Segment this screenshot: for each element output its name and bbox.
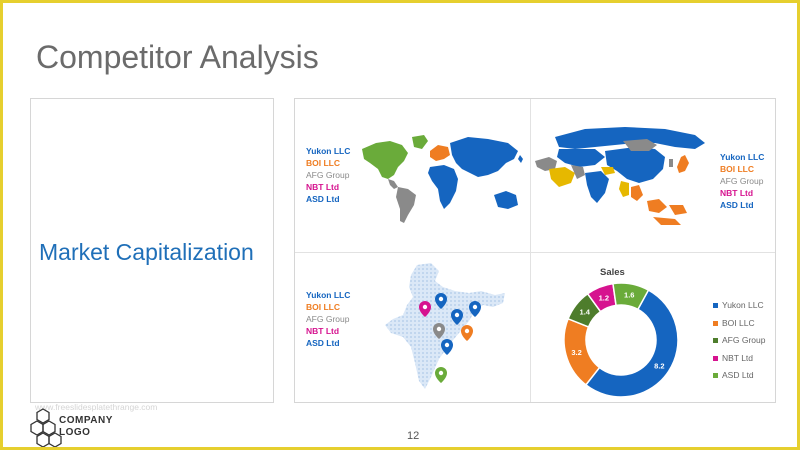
donut-legend-item: NBT Ltd bbox=[713, 350, 765, 368]
legend-asd: ASD Ltd bbox=[306, 194, 340, 204]
donut-label-2: 1.4 bbox=[580, 308, 591, 317]
map-pin-icon bbox=[441, 339, 453, 355]
donut-legend-item: BOI LLC bbox=[713, 315, 765, 333]
panel-divider-vertical bbox=[530, 99, 531, 402]
legend-nbt: NBT Ltd bbox=[720, 188, 754, 198]
world-map-legend: Yukon LLC BOI LLC AFG Group NBT Ltd ASD … bbox=[306, 145, 350, 205]
right-panel: Yukon LLC BOI LLC AFG Group NBT Ltd ASD … bbox=[294, 98, 776, 403]
panel-divider-horizontal bbox=[295, 252, 775, 253]
slide-title: Competitor Analysis bbox=[36, 39, 319, 75]
legend-afg: AFG Group bbox=[306, 170, 350, 180]
legend-label: NBT Ltd bbox=[722, 352, 754, 363]
logo-line-1: COMPANY bbox=[59, 415, 113, 426]
donut-legend-item: ASD Ltd bbox=[713, 367, 765, 385]
donut-label-3: 1.2 bbox=[599, 293, 609, 302]
legend-nbt: NBT Ltd bbox=[306, 182, 340, 192]
donut-label-4: 1.6 bbox=[624, 291, 634, 300]
legend-swatch bbox=[713, 373, 718, 379]
legend-boi: BOI LLC bbox=[306, 158, 340, 168]
legend-label: AFG Group bbox=[722, 335, 766, 345]
legend-swatch bbox=[713, 303, 718, 309]
map-pin-icon bbox=[419, 301, 431, 317]
donut-label-0: 8.2 bbox=[654, 361, 664, 370]
donut-slice-4 bbox=[612, 282, 650, 311]
map-pin-icon bbox=[461, 325, 473, 341]
sales-donut-chart: 8.2 3.2 1.4 1.2 1.6 bbox=[563, 282, 679, 398]
legend-asd: ASD Ltd bbox=[306, 338, 340, 348]
asia-map-legend: Yukon LLC BOI LLC AFG Group NBT Ltd ASD … bbox=[720, 151, 764, 211]
legend-label: BOI LLC bbox=[722, 317, 755, 328]
company-logo-icon bbox=[30, 408, 62, 447]
legend-afg: AFG Group bbox=[306, 314, 350, 324]
legend-label: ASD Ltd bbox=[722, 370, 754, 380]
legend-boi: BOI LLC bbox=[306, 302, 340, 312]
page-number: 12 bbox=[407, 430, 420, 442]
legend-boi: BOI LLC bbox=[720, 164, 754, 174]
donut-label-1: 3.2 bbox=[571, 348, 581, 357]
watermark: www.freeslidesplatethrange.com bbox=[35, 402, 158, 412]
legend-yukon: Yukon LLC bbox=[306, 146, 351, 156]
india-map-icon bbox=[385, 263, 505, 389]
map-pin-icon bbox=[433, 323, 445, 339]
legend-nbt: NBT Ltd bbox=[306, 326, 340, 336]
left-panel: Market Capitalization bbox=[30, 98, 274, 403]
map-pin-icon bbox=[451, 309, 463, 325]
donut-legend-item: Yukon LLC bbox=[713, 297, 765, 315]
company-logo-text: COMPANY LOGO bbox=[59, 415, 113, 439]
india-map-legend: Yukon LLC BOI LLC AFG Group NBT Ltd ASD … bbox=[306, 289, 350, 349]
legend-yukon: Yukon LLC bbox=[720, 152, 765, 162]
donut-legend-item: AFG Group bbox=[713, 332, 765, 350]
legend-label: Yukon LLC bbox=[722, 300, 764, 310]
sales-chart-legend: Yukon LLC BOI LLC AFG Group NBT Ltd ASD Ltd bbox=[713, 297, 765, 385]
donut-slice-0 bbox=[584, 289, 679, 398]
legend-afg: AFG Group bbox=[720, 176, 764, 186]
logo-line-2: LOGO bbox=[59, 427, 91, 438]
legend-swatch bbox=[713, 320, 718, 326]
legend-asd: ASD Ltd bbox=[720, 200, 754, 210]
map-pin-icon bbox=[469, 301, 481, 317]
legend-swatch bbox=[713, 355, 718, 361]
market-cap-label: Market Capitalization bbox=[39, 239, 254, 265]
map-pin-icon bbox=[435, 293, 447, 309]
map-pin-icon bbox=[435, 367, 447, 383]
legend-swatch bbox=[713, 338, 718, 344]
legend-yukon: Yukon LLC bbox=[306, 290, 351, 300]
sales-chart-title: Sales bbox=[600, 267, 625, 278]
asia-map-icon bbox=[535, 127, 705, 225]
world-map-icon bbox=[362, 135, 523, 223]
